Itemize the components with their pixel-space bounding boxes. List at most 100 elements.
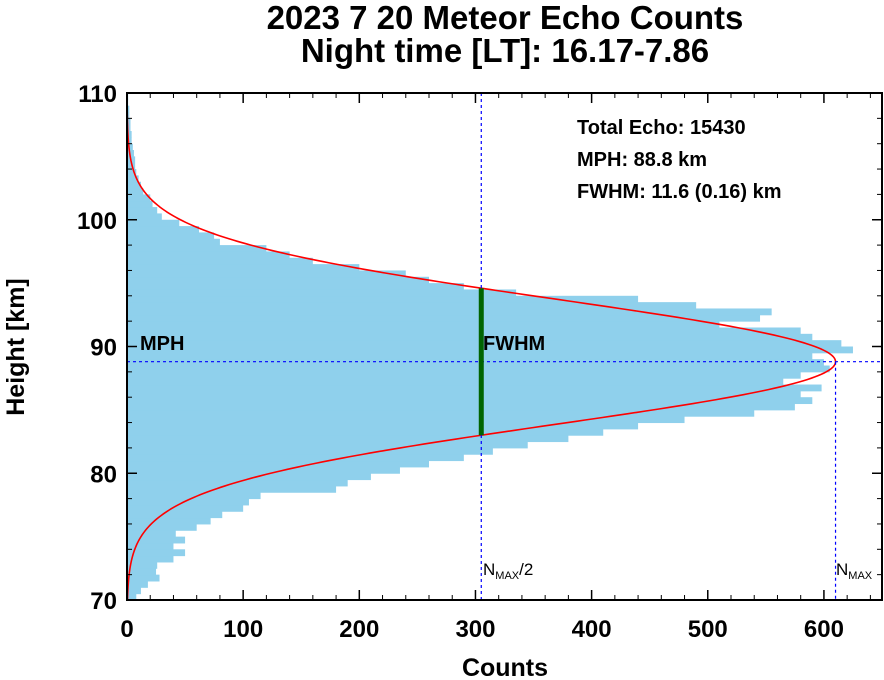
histogram-bar	[127, 264, 360, 271]
histogram-bar	[127, 295, 639, 303]
histogram-bar	[127, 441, 528, 449]
x-tick-label: 600	[804, 616, 844, 643]
nmax-half-label-tail: /2	[519, 560, 533, 579]
mph-stat: MPH: 88.8 km	[577, 149, 707, 171]
histogram-bar	[127, 568, 157, 576]
histogram-bar	[127, 422, 639, 430]
histogram-bar	[127, 162, 136, 170]
histogram-bar	[127, 390, 801, 398]
histogram-bar	[127, 530, 176, 538]
histogram-bar	[127, 238, 220, 246]
histogram-bar	[127, 542, 174, 550]
histogram-bar	[127, 333, 813, 341]
histogram-bar	[127, 321, 720, 328]
histogram-bar	[127, 555, 174, 563]
histogram-bar	[127, 207, 158, 214]
y-tick-label: 100	[77, 208, 117, 235]
histogram-bar	[127, 371, 801, 379]
histogram-bar	[127, 517, 211, 525]
chart-title: 2023 7 20 Meteor Echo Counts	[267, 0, 744, 36]
histogram-bar	[127, 283, 464, 290]
histogram-bar	[127, 580, 148, 588]
x-axis-label: Counts	[462, 654, 548, 680]
fwhm-stat: FWHM: 11.6 (0.16) km	[577, 181, 782, 203]
histogram-bar	[127, 536, 186, 544]
histogram-bar	[127, 143, 133, 151]
histogram-bar	[127, 105, 130, 113]
histogram-bar	[127, 365, 830, 373]
x-tick-label: 200	[339, 616, 379, 643]
histogram-bar	[127, 346, 853, 354]
histogram-bar	[127, 112, 130, 119]
histogram-bar	[127, 314, 761, 322]
chart-subtitle: Night time [LT]: 16.17-7.86	[301, 32, 709, 69]
histogram-bar	[127, 270, 406, 278]
y-axis-label: Height [km]	[2, 278, 30, 416]
gaussian-fit-curve	[126, 93, 837, 601]
histogram-bar	[127, 504, 244, 512]
histogram-bar	[127, 352, 813, 360]
histogram-bar	[127, 460, 429, 468]
histogram-bar	[127, 473, 371, 481]
histogram-bar	[127, 200, 153, 208]
histogram-bar	[127, 340, 842, 347]
nmax-label: NMAX	[836, 560, 873, 582]
x-axis-ticks: 0 100 200 300 400 500 600	[120, 93, 871, 643]
histogram-bar	[127, 289, 517, 297]
histogram-bar	[127, 124, 131, 132]
mph-marker-label: MPH	[140, 333, 184, 355]
histogram-bar	[127, 479, 348, 487]
histogram-bar	[127, 549, 186, 557]
histogram-bar	[127, 308, 772, 316]
histogram-bar	[127, 561, 158, 569]
histogram-bar	[127, 447, 493, 455]
histogram-bar	[127, 302, 697, 309]
histogram-bar	[127, 257, 313, 265]
histogram-bar	[127, 118, 131, 126]
histogram-bar	[127, 181, 141, 189]
nmax-half-label-sub: MAX	[495, 570, 520, 582]
y-tick-label: 70	[90, 588, 117, 615]
histogram-bar	[127, 175, 139, 183]
histogram-bar	[127, 435, 569, 443]
histogram-bar	[127, 403, 795, 411]
y-tick-label: 90	[90, 335, 117, 362]
histogram-bar	[127, 131, 132, 138]
histogram-bars	[127, 93, 853, 601]
y-tick-label: 80	[90, 461, 117, 488]
histogram-bar	[127, 466, 400, 474]
x-tick-label: 0	[120, 616, 133, 643]
nmax-half-label-n: N	[483, 560, 495, 579]
histogram-bar	[127, 232, 215, 240]
histogram-bar	[127, 593, 137, 601]
histogram-bar	[127, 359, 824, 367]
histogram-bar	[127, 574, 160, 582]
histogram-bar	[127, 378, 784, 386]
histogram-bar	[127, 137, 132, 145]
histogram-bar	[127, 188, 144, 195]
nmax-label-n: N	[836, 560, 848, 579]
histogram-bar	[127, 327, 801, 335]
histogram-bar	[127, 416, 685, 424]
fwhm-marker-label: FWHM	[483, 333, 545, 355]
histogram-bar	[127, 485, 337, 493]
x-tick-label: 500	[688, 616, 728, 643]
histogram-bar	[127, 219, 180, 227]
histogram-bar	[127, 492, 261, 500]
total-echo-stat: Total Echo: 15430	[577, 117, 746, 139]
histogram-bar	[127, 213, 162, 221]
x-tick-label: 300	[455, 616, 495, 643]
histogram-bar	[127, 409, 755, 417]
x-tick-label: 100	[223, 616, 263, 643]
histogram-bar	[127, 169, 137, 176]
histogram-bar	[127, 428, 604, 436]
nmax-label-sub: MAX	[848, 570, 873, 582]
x-tick-label: 400	[572, 616, 612, 643]
histogram-bar	[127, 454, 464, 462]
histogram-bar	[127, 498, 249, 506]
histogram-bar	[127, 397, 813, 405]
histogram-bar	[127, 226, 200, 233]
histogram-bar	[127, 511, 223, 519]
histogram-bar	[127, 523, 197, 531]
